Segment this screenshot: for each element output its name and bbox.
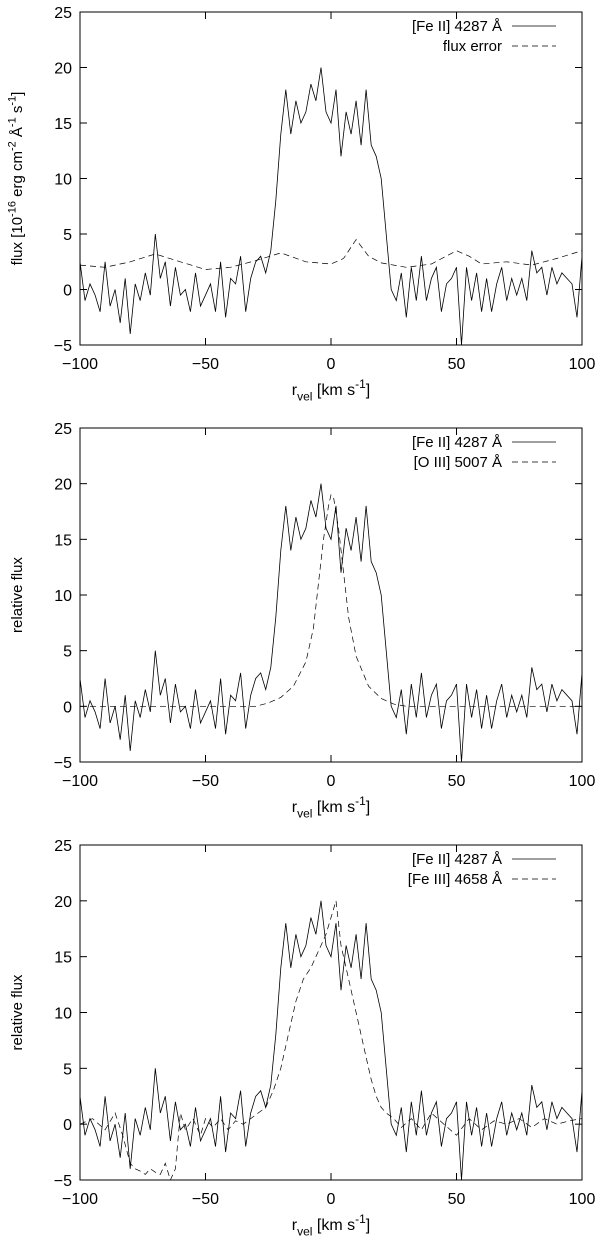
plot-frame bbox=[79, 427, 583, 763]
x-tick-label: 100 bbox=[569, 1191, 596, 1208]
x-tick-label: 100 bbox=[569, 356, 596, 373]
y-tick-label: 5 bbox=[63, 227, 72, 244]
y-tick-label: −5 bbox=[54, 338, 72, 355]
legend-label-1: [Fe II] 4287 Å bbox=[412, 434, 502, 451]
y-tick-label: 20 bbox=[54, 894, 72, 911]
x-tick-label: 50 bbox=[448, 1191, 466, 1208]
x-axis-label: rvel [km s-1] bbox=[292, 794, 370, 821]
y-axis-label: flux [10-16 erg cm-2 Å-1 s-1] bbox=[6, 92, 26, 266]
y-tick-label: 0 bbox=[63, 699, 72, 716]
plot-frame bbox=[79, 11, 583, 346]
legend-label-1: [Fe II] 4287 Å bbox=[412, 851, 502, 868]
series-line-1 bbox=[80, 483, 582, 762]
x-tick-label: −100 bbox=[62, 356, 98, 373]
y-tick-label: 25 bbox=[54, 838, 72, 855]
series-line-2 bbox=[80, 900, 582, 1180]
y-tick-label: 25 bbox=[54, 421, 72, 438]
y-tick-label: 15 bbox=[54, 950, 72, 967]
legend-label-2: [O III] 5007 Å bbox=[414, 454, 502, 471]
y-axis-label: relative flux bbox=[9, 557, 26, 633]
y-tick-label: 15 bbox=[54, 532, 72, 549]
y-tick-label: 10 bbox=[54, 588, 72, 605]
x-tick-label: 100 bbox=[569, 773, 596, 790]
legend-label-2: flux error bbox=[443, 38, 502, 55]
x-tick-label: −50 bbox=[192, 356, 219, 373]
y-tick-label: 10 bbox=[54, 172, 72, 189]
y-tick-label: 20 bbox=[54, 61, 72, 78]
x-tick-label: 50 bbox=[448, 356, 466, 373]
plot-frame bbox=[79, 844, 583, 1181]
x-tick-label: −100 bbox=[62, 1191, 98, 1208]
y-tick-label: 0 bbox=[63, 283, 72, 300]
x-tick-label: 0 bbox=[327, 1191, 336, 1208]
y-axis-label: relative flux bbox=[9, 974, 26, 1050]
legend-label-2: [Fe III] 4658 Å bbox=[408, 871, 502, 888]
legend-label-1: [Fe II] 4287 Å bbox=[412, 18, 502, 35]
y-tick-label: 10 bbox=[54, 1006, 72, 1023]
x-axis-label: rvel [km s-1] bbox=[292, 1212, 370, 1239]
y-tick-label: −5 bbox=[54, 755, 72, 772]
series-line-2 bbox=[80, 238, 582, 270]
x-tick-label: 0 bbox=[327, 773, 336, 790]
series-line-1 bbox=[80, 67, 582, 345]
x-tick-label: 0 bbox=[327, 356, 336, 373]
x-tick-label: −50 bbox=[192, 773, 219, 790]
series-line-1 bbox=[80, 900, 582, 1180]
x-axis-label: rvel [km s-1] bbox=[292, 377, 370, 404]
y-tick-label: 25 bbox=[54, 5, 72, 22]
x-tick-label: −100 bbox=[62, 773, 98, 790]
y-tick-label: 20 bbox=[54, 477, 72, 494]
y-tick-label: 15 bbox=[54, 116, 72, 133]
y-tick-label: 5 bbox=[63, 1061, 72, 1078]
y-tick-label: −5 bbox=[54, 1173, 72, 1190]
y-tick-label: 5 bbox=[63, 644, 72, 661]
x-tick-label: 50 bbox=[448, 773, 466, 790]
x-tick-label: −50 bbox=[192, 1191, 219, 1208]
series-line-2 bbox=[80, 494, 582, 707]
y-tick-label: 0 bbox=[63, 1117, 72, 1134]
